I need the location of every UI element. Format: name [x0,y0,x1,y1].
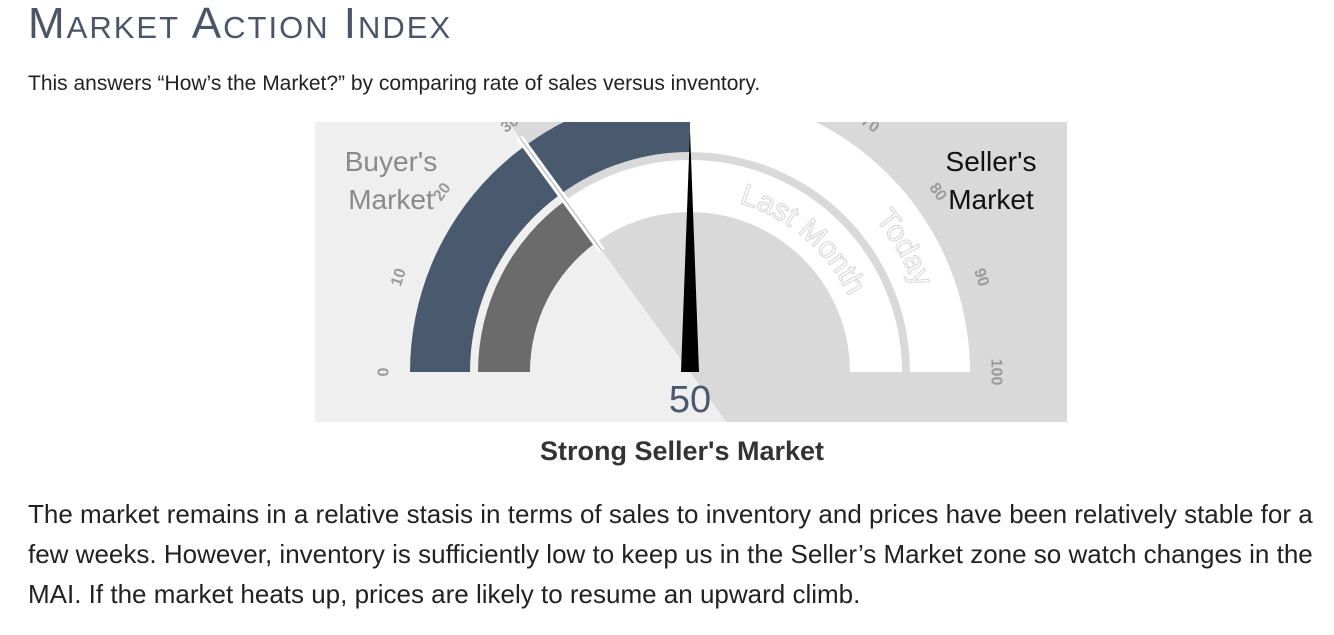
seller-zone-label-line2: Market [948,184,1034,215]
last-month-track [478,160,902,372]
threshold-divider-stroke [519,137,603,252]
last-month-fill-buyer [478,200,596,372]
page-title: Market Action Index [28,0,453,48]
gauge-needle [681,130,699,372]
gauge-readout: 50 [669,379,711,421]
tick-label-10: 10 [388,266,410,288]
market-verdict: Strong Seller's Market [539,436,824,466]
seller-zone-label-line1: Seller's [946,146,1037,177]
tick-label-0: 0 [376,367,393,376]
buyer-zone-label-line2: Market [348,184,434,215]
intro-text: This answers “How’s the Market?” by comp… [28,72,761,95]
market-action-gauge: 0102030405060708090100 Buyer's Market Se… [315,122,1067,422]
market-summary: The market remains in a relative stasis … [28,499,1313,609]
tick-label-90: 90 [970,266,992,288]
tick-label-100: 100 [988,359,1005,386]
buyer-zone-label-line1: Buyer's [345,146,438,177]
today-fill-seller [508,122,690,372]
